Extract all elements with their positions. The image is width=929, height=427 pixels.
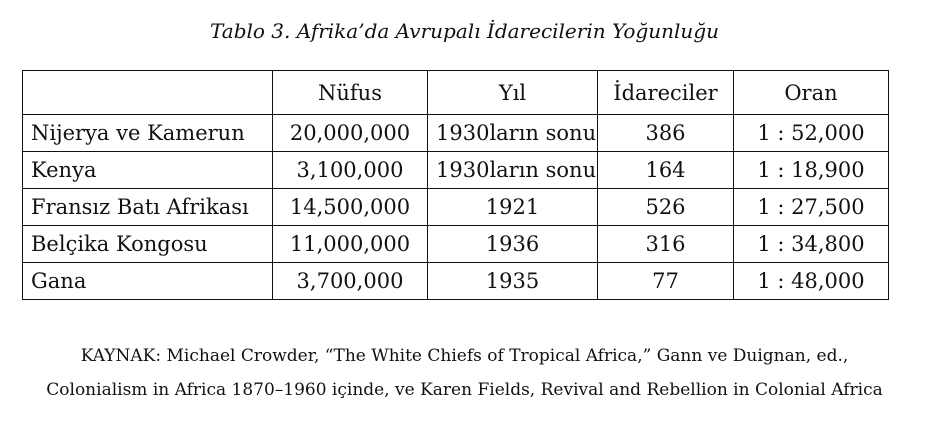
ratio-cell: 1 : 27,500 — [733, 188, 889, 226]
administrators-cell: 77 — [597, 262, 734, 300]
country-cell: Fransız Batı Afrikası — [22, 188, 273, 226]
header-cell-year: Yıl — [427, 70, 598, 115]
ratio-cell: 1 : 52,000 — [733, 114, 889, 152]
table-row: Fransız Batı Afrikası 14,500,000 1921 52… — [22, 188, 889, 226]
header-cell-population: Nüfus — [272, 70, 428, 115]
table-row: Kenya 3,100,000 1930ların sonu 164 1 : 1… — [22, 151, 889, 189]
table-row: Nijerya ve Kamerun 20,000,000 1930ların … — [22, 114, 889, 152]
ratio-cell: 1 : 34,800 — [733, 225, 889, 263]
administrators-cell: 316 — [597, 225, 734, 263]
population-cell: 3,700,000 — [272, 262, 428, 300]
year-cell: 1936 — [427, 225, 598, 263]
country-cell: Nijerya ve Kamerun — [22, 114, 273, 152]
country-cell: Belçika Kongosu — [22, 225, 273, 263]
header-cell-administrators: İdareciler — [597, 70, 734, 115]
administrators-cell: 386 — [597, 114, 734, 152]
population-cell: 3,100,000 — [272, 151, 428, 189]
population-cell: 20,000,000 — [272, 114, 428, 152]
table-title: Tablo 3. Afrika’da Avrupalı İdarecilerin… — [209, 19, 719, 43]
table-row: Gana 3,700,000 1935 77 1 : 48,000 — [22, 262, 889, 300]
year-cell: 1930ların sonu — [427, 114, 598, 152]
header-cell-ratio: Oran — [733, 70, 889, 115]
administrators-cell: 164 — [597, 151, 734, 189]
table-row: Belçika Kongosu 11,000,000 1936 316 1 : … — [22, 225, 889, 263]
ratio-cell: 1 : 48,000 — [733, 262, 889, 300]
source-line-2: Colonialism in Africa 1870–1960 içinde, … — [46, 380, 883, 400]
header-cell-blank — [22, 70, 273, 115]
source-line-1: KAYNAK: Michael Crowder, “The White Chie… — [80, 346, 849, 366]
table-header-row: Nüfus Yıl İdareciler Oran — [22, 70, 889, 115]
country-cell: Kenya — [22, 151, 273, 189]
data-table: Nüfus Yıl İdareciler Oran Nijerya ve Kam… — [22, 70, 889, 300]
ratio-cell: 1 : 18,900 — [733, 151, 889, 189]
year-cell: 1930ların sonu — [427, 151, 598, 189]
population-cell: 14,500,000 — [272, 188, 428, 226]
country-cell: Gana — [22, 262, 273, 300]
population-cell: 11,000,000 — [272, 225, 428, 263]
year-cell: 1921 — [427, 188, 598, 226]
year-cell: 1935 — [427, 262, 598, 300]
administrators-cell: 526 — [597, 188, 734, 226]
